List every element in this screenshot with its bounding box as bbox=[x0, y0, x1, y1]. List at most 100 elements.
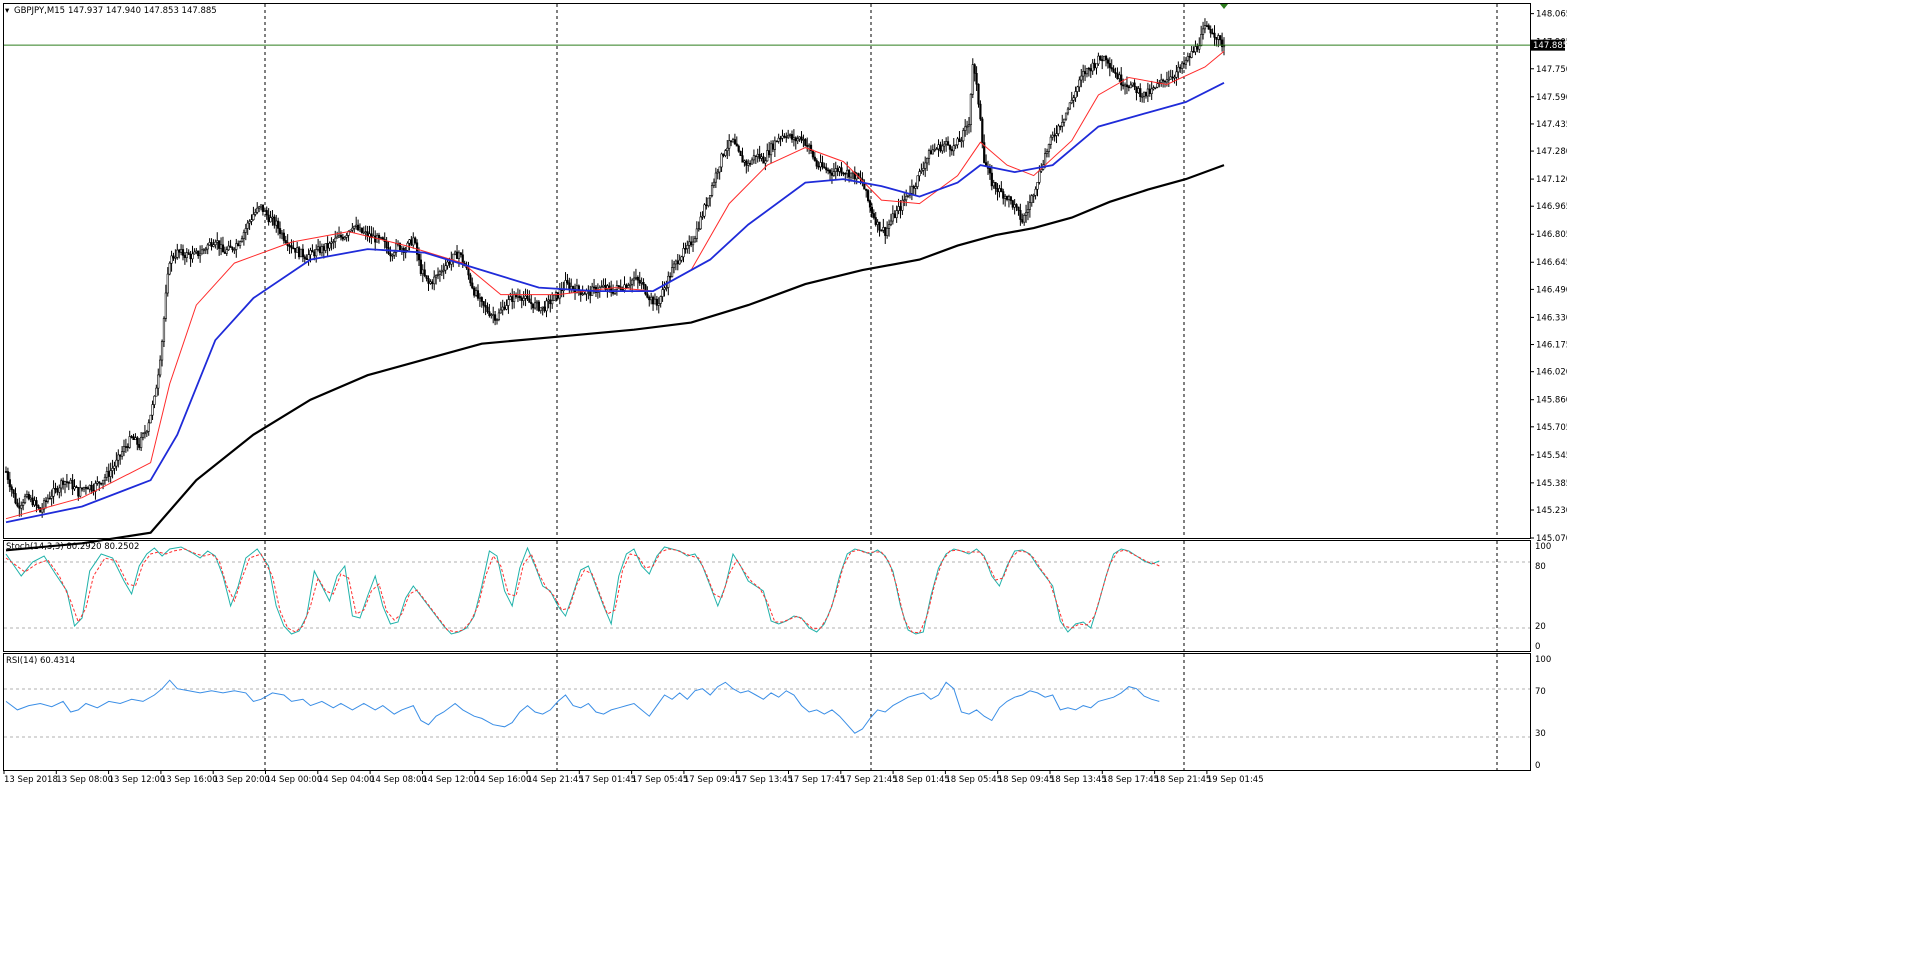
rsi-series-line bbox=[5, 679, 1160, 734]
candle-body bbox=[680, 256, 683, 261]
candle-body bbox=[684, 248, 687, 250]
candle-body bbox=[1194, 46, 1197, 53]
candle-body bbox=[284, 240, 287, 243]
price-tick-label: 146.020 bbox=[1536, 368, 1567, 378]
candle-body bbox=[12, 489, 15, 494]
candle-body bbox=[258, 206, 261, 209]
candle-body bbox=[1162, 79, 1165, 82]
candle-body bbox=[798, 136, 801, 140]
candle-body bbox=[408, 239, 411, 244]
candle-body bbox=[370, 233, 373, 239]
candle-body bbox=[455, 251, 459, 259]
candle-body bbox=[1179, 66, 1182, 69]
candle-body bbox=[1160, 79, 1163, 83]
trading-chart-window[interactable]: ▾ GBPJPY,M15 147.937 147.940 147.853 147… bbox=[0, 0, 1567, 789]
candle-body bbox=[307, 254, 310, 260]
candle-body bbox=[707, 197, 710, 207]
candle-body bbox=[442, 269, 445, 272]
candle-body bbox=[828, 169, 832, 174]
candle-body bbox=[939, 144, 942, 152]
candle-body bbox=[981, 118, 984, 143]
candle-body bbox=[566, 280, 569, 284]
time-tick-label: 14 Sep 12:00 bbox=[422, 775, 479, 785]
candle-body bbox=[714, 172, 717, 183]
candle-body bbox=[278, 228, 282, 234]
candle-body bbox=[263, 210, 266, 212]
candle-body bbox=[891, 213, 894, 222]
time-tick-label: 13 Sep 2018 bbox=[4, 775, 58, 785]
candle-body bbox=[1030, 195, 1033, 203]
candle-body bbox=[393, 252, 396, 256]
stoch-main-line bbox=[5, 546, 1160, 635]
candle-body bbox=[476, 290, 480, 299]
candle-body bbox=[669, 275, 672, 278]
candle-body bbox=[75, 486, 78, 488]
candle-body bbox=[497, 312, 501, 320]
candle-body bbox=[96, 481, 99, 484]
candle-body bbox=[141, 433, 145, 438]
candle-body bbox=[299, 248, 303, 258]
candle-body bbox=[345, 235, 348, 238]
candle-body bbox=[216, 240, 219, 243]
candle-body bbox=[39, 507, 42, 513]
time-tick-label: 13 Sep 12:00 bbox=[109, 775, 166, 785]
candle-body bbox=[242, 232, 245, 239]
candle-body bbox=[1002, 191, 1005, 199]
candle-body bbox=[60, 480, 63, 489]
candle-body bbox=[1066, 108, 1070, 114]
price-tick-label: 147.590 bbox=[1536, 93, 1567, 103]
candle-body bbox=[273, 216, 276, 226]
candle-body bbox=[509, 296, 512, 300]
candle-body bbox=[535, 301, 539, 304]
candle-body bbox=[665, 287, 668, 289]
candle-body bbox=[1101, 59, 1104, 62]
candle-body bbox=[1167, 78, 1170, 81]
session-separators bbox=[264, 4, 1498, 770]
candle-body bbox=[640, 282, 643, 284]
candle-body bbox=[1114, 72, 1117, 75]
candle-body bbox=[275, 220, 278, 226]
candle-body bbox=[912, 186, 915, 189]
candle-body bbox=[147, 422, 150, 432]
chart-canvas[interactable]: ▾ GBPJPY,M15 147.937 147.940 147.853 147… bbox=[0, 0, 1567, 789]
candle-body bbox=[67, 482, 70, 484]
candle-body bbox=[103, 476, 107, 481]
candle-body bbox=[872, 213, 875, 218]
candle-body bbox=[952, 145, 955, 152]
candle-body bbox=[648, 296, 651, 301]
candle-body bbox=[20, 505, 23, 509]
candle-body bbox=[1175, 71, 1178, 78]
candle-body bbox=[969, 93, 972, 125]
candle-body bbox=[945, 141, 948, 145]
candle-body bbox=[252, 214, 255, 221]
candle-body bbox=[937, 144, 940, 150]
candle-body bbox=[419, 259, 422, 274]
candle-body bbox=[296, 247, 299, 253]
candle-body bbox=[804, 139, 807, 146]
candle-body bbox=[176, 249, 179, 258]
collapse-arrow-icon[interactable]: ▾ bbox=[5, 6, 10, 16]
candle-body bbox=[676, 260, 679, 265]
candle-body bbox=[212, 244, 215, 247]
candle-body bbox=[992, 182, 995, 187]
candle-body bbox=[712, 181, 716, 186]
candle-body bbox=[33, 500, 36, 506]
candle-body bbox=[1139, 88, 1142, 98]
candle-body bbox=[206, 244, 209, 250]
candle-body bbox=[185, 252, 188, 258]
candle-body bbox=[324, 243, 327, 251]
candle-body bbox=[1044, 153, 1047, 166]
candle-body bbox=[223, 251, 226, 254]
candle-body bbox=[440, 270, 443, 273]
candle-body bbox=[140, 436, 143, 448]
candle-body bbox=[356, 224, 360, 231]
candle-body bbox=[1097, 55, 1100, 65]
price-tick-label: 147.280 bbox=[1536, 147, 1567, 157]
candle-body bbox=[543, 306, 546, 312]
candle-body bbox=[1120, 74, 1123, 86]
candle-body bbox=[967, 124, 971, 127]
candle-body bbox=[1082, 71, 1085, 77]
candle-body bbox=[79, 487, 82, 497]
shift-marker-icon[interactable] bbox=[1220, 4, 1228, 9]
